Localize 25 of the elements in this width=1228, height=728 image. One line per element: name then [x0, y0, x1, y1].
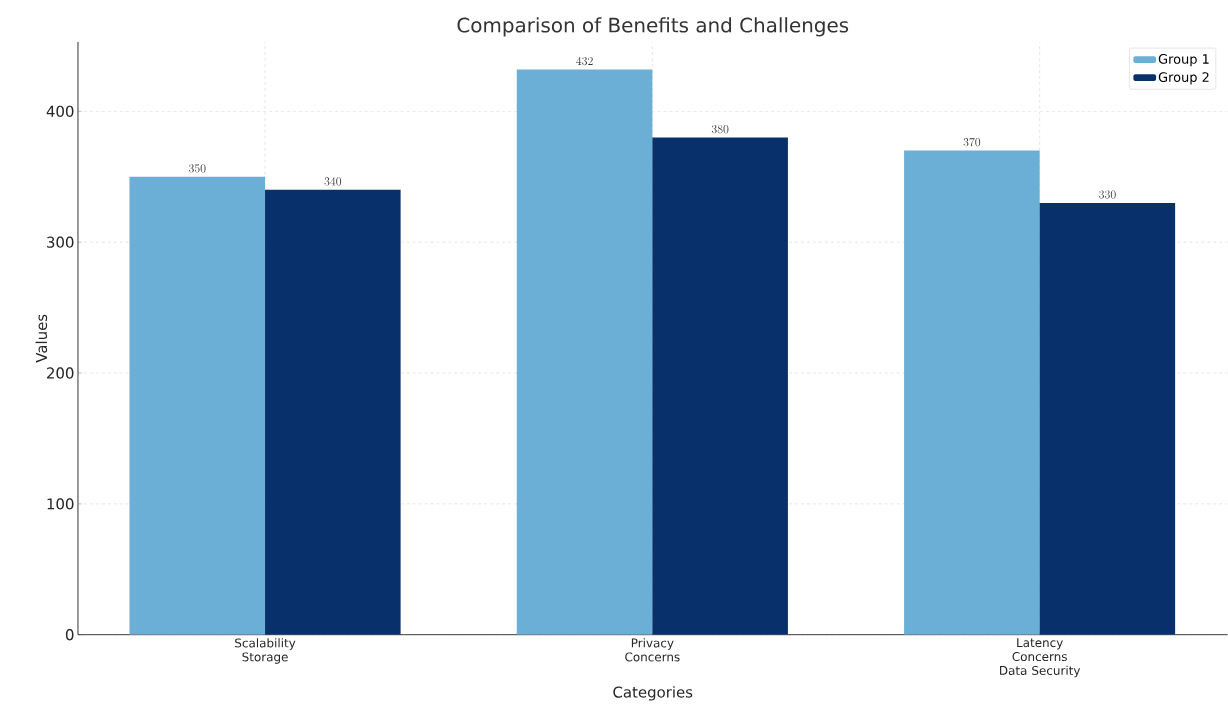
bar	[904, 150, 1040, 635]
x-tick-label: Latency Concerns Data Security	[1000, 638, 1081, 678]
legend-label: Group 1	[1158, 54, 1209, 67]
data-label: 380	[711, 125, 729, 134]
y-tick-label: 300	[47, 236, 74, 248]
data-label: 350	[188, 164, 206, 173]
bar	[1039, 203, 1176, 635]
x-axis-title: Categories	[613, 686, 693, 701]
x-tick-label: Privacy Concerns	[625, 638, 680, 662]
data-label: 370	[963, 138, 981, 147]
data-label: 432	[576, 57, 593, 66]
data-label: 340	[324, 177, 342, 186]
x-tick-label: Scalability Storage	[235, 638, 296, 664]
y-tick-label: 100	[47, 498, 74, 510]
y-tick-label: 0	[65, 629, 74, 641]
legend-label: Group 2	[1158, 72, 1209, 85]
y-axis-title: Values	[35, 314, 48, 363]
bar	[652, 137, 788, 635]
bar	[516, 69, 653, 635]
chart-title: Comparison of Benefits and Challenges	[457, 17, 849, 37]
bar	[129, 176, 266, 635]
y-tick-label: 200	[47, 367, 74, 379]
data-label: 330	[1099, 190, 1116, 199]
y-tick-label: 400	[46, 105, 74, 118]
bar	[265, 189, 401, 635]
